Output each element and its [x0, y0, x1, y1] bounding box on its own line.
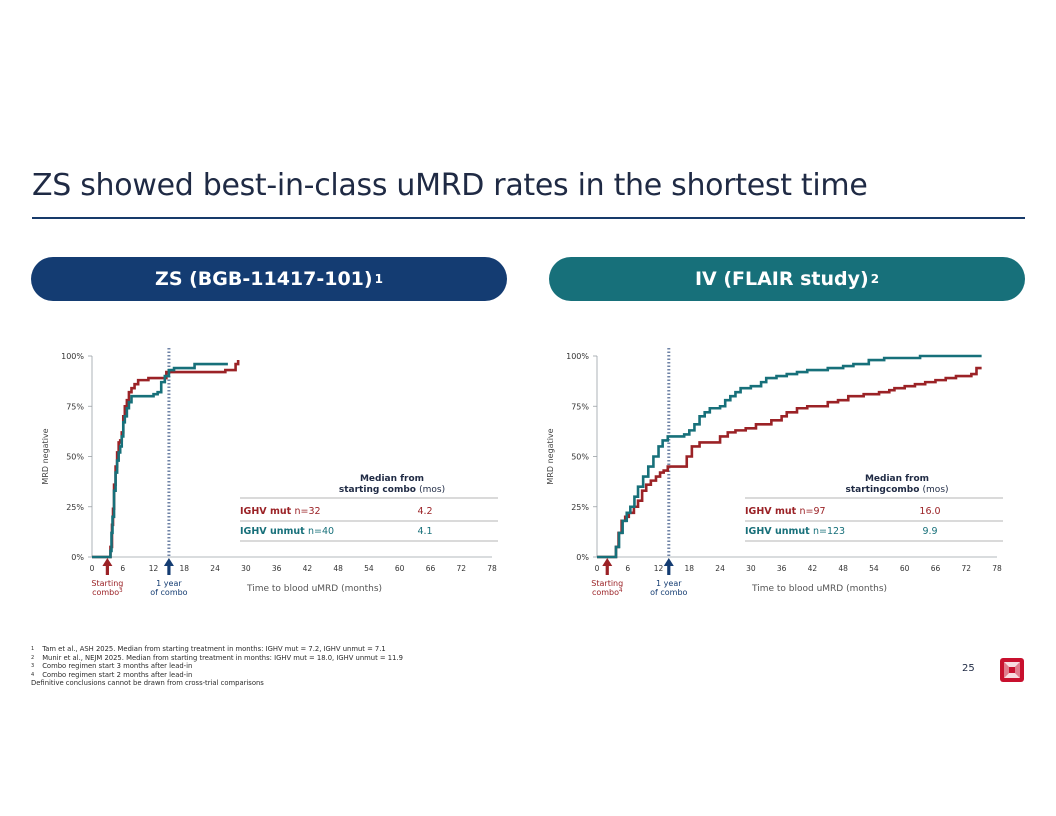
table-header: starting combo (mos) [339, 485, 445, 495]
x-tick-label: 24 [210, 564, 220, 573]
page-number: 25 [962, 663, 975, 674]
table-row-value: 9.9 [922, 526, 937, 537]
series-line-ighv-unmut [92, 362, 228, 559]
starting-combo-sup: 3 [119, 588, 123, 594]
table-header: Median from [360, 474, 424, 484]
starting-combo-label: Starting [91, 579, 123, 588]
x-tick-label: 12 [654, 564, 664, 573]
x-tick-label: 54 [364, 564, 374, 573]
x-tick-label: 24 [715, 564, 725, 573]
table-row-n: n=97 [799, 506, 825, 517]
x-tick-label: 0 [595, 564, 600, 573]
one-year-arrow-icon [663, 558, 674, 575]
starting-combo-arrow-icon [102, 558, 113, 575]
x-tick-label: 66 [426, 564, 436, 573]
starting-combo-arrow-icon [602, 558, 613, 575]
table-row-n: n=32 [294, 506, 320, 517]
x-tick-label: 72 [961, 564, 971, 573]
x-tick-label: 12 [149, 564, 159, 573]
x-tick-label: 60 [395, 564, 405, 573]
left-panel-header: ZS (BGB-11417-101) 1 [31, 257, 507, 301]
x-tick-label: 6 [120, 564, 125, 573]
y-axis-label: MRD negative [41, 428, 50, 484]
table-row-label: IGHV mut n=32 [240, 506, 321, 517]
y-tick-label: 25% [66, 503, 84, 512]
table-row-label: IGHV unmut n=40 [240, 526, 334, 537]
starting-combo-label: combo4 [592, 588, 623, 597]
y-tick-label: 0% [71, 553, 84, 562]
x-tick-label: 42 [303, 564, 313, 573]
slide-title: ZS showed best-in-class uMRD rates in th… [32, 168, 868, 203]
right-panel-sup: 2 [870, 272, 880, 286]
one-year-label: 1 year [156, 579, 182, 588]
table-header: Median from [865, 474, 929, 484]
x-tick-label: 66 [931, 564, 941, 573]
y-tick-label: 75% [66, 402, 84, 411]
x-axis-label: Time to blood uMRD (months) [751, 584, 887, 594]
footnote: 3 Combo regimen start 3 months after lead… [31, 662, 193, 671]
one-year-label: 1 year [656, 579, 682, 588]
x-tick-label: 48 [333, 564, 343, 573]
footnote: 1 Tam et al., ASH 2025. Median from start… [31, 645, 386, 653]
y-tick-label: 50% [66, 453, 84, 462]
y-axis-label: MRD negative [546, 428, 555, 484]
table-row-value: 4.1 [417, 526, 432, 537]
one-year-label: of combo [650, 588, 687, 597]
table-row-label: IGHV mut n=97 [745, 506, 826, 517]
x-axis-label: Time to blood uMRD (months) [246, 584, 382, 594]
x-tick-label: 0 [90, 564, 95, 573]
x-tick-label: 42 [808, 564, 818, 573]
company-logo-icon [1000, 658, 1024, 682]
title-divider [32, 217, 1025, 219]
starting-combo-label: Starting [591, 579, 623, 588]
left-umrd-chart: 0% 25% 50% 75% 100% MRD negative 0 6 12 18 24 30 36 4… [41, 348, 498, 597]
table-row-label: IGHV unmut n=123 [745, 526, 845, 537]
x-tick-label: 72 [456, 564, 466, 573]
x-tick-label: 60 [900, 564, 910, 573]
x-tick-label: 54 [869, 564, 879, 573]
right-panel-header: IV (FLAIR study) 2 [549, 257, 1025, 301]
one-year-arrow-icon [163, 558, 174, 575]
x-tick-label: 6 [625, 564, 630, 573]
y-tick-label: 100% [566, 352, 589, 361]
series-line-ighv-mut [92, 360, 240, 559]
x-tick-label: 36 [272, 564, 282, 573]
table-header-units: (mos) [923, 485, 949, 495]
one-year-label: of combo [150, 588, 187, 597]
left-panel-title: ZS (BGB-11417-101) [155, 268, 373, 290]
table-row-value: 4.2 [417, 506, 432, 517]
y-tick-label: 50% [571, 453, 589, 462]
starting-combo-sup: 4 [619, 588, 623, 594]
right-panel-title: IV (FLAIR study) [694, 268, 869, 290]
x-tick-label: 36 [777, 564, 787, 573]
footnote-disclaimer: Definitive conclusions cannot be drawn f… [31, 679, 264, 688]
table-row-n: n=123 [813, 526, 845, 537]
table-header-units: (mos) [419, 485, 445, 495]
footnote: 4 Combo regimen start 2 months after lead… [31, 670, 193, 679]
series-line-ighv-mut [597, 366, 982, 559]
x-tick-label: 78 [992, 564, 1002, 573]
right-umrd-chart: 0% 25% 50% 75% 100% MRD negative 0 6 12 18 24 30 36 4… [546, 348, 1003, 597]
x-tick-label: 30 [746, 564, 756, 573]
y-tick-label: 0% [576, 553, 589, 562]
table-row-n: n=40 [308, 526, 334, 537]
series-line-ighv-unmut [597, 354, 982, 559]
footnote: 2 Munir et al., NEJM 2025. Median from st… [31, 653, 403, 662]
y-tick-label: 25% [571, 503, 589, 512]
x-tick-label: 30 [241, 564, 251, 573]
y-tick-label: 75% [571, 402, 589, 411]
x-tick-label: 48 [838, 564, 848, 573]
footnotes: 1 Tam et al., ASH 2025. Median from start… [31, 645, 403, 688]
table-header: startingcombo (mos) [845, 485, 948, 495]
left-panel-sup: 1 [374, 272, 383, 286]
starting-combo-label: combo3 [92, 588, 123, 597]
x-tick-label: 78 [487, 564, 497, 573]
y-tick-label: 100% [61, 352, 84, 361]
x-tick-label: 18 [180, 564, 190, 573]
x-tick-label: 18 [685, 564, 695, 573]
table-row-value: 16.0 [919, 506, 940, 517]
